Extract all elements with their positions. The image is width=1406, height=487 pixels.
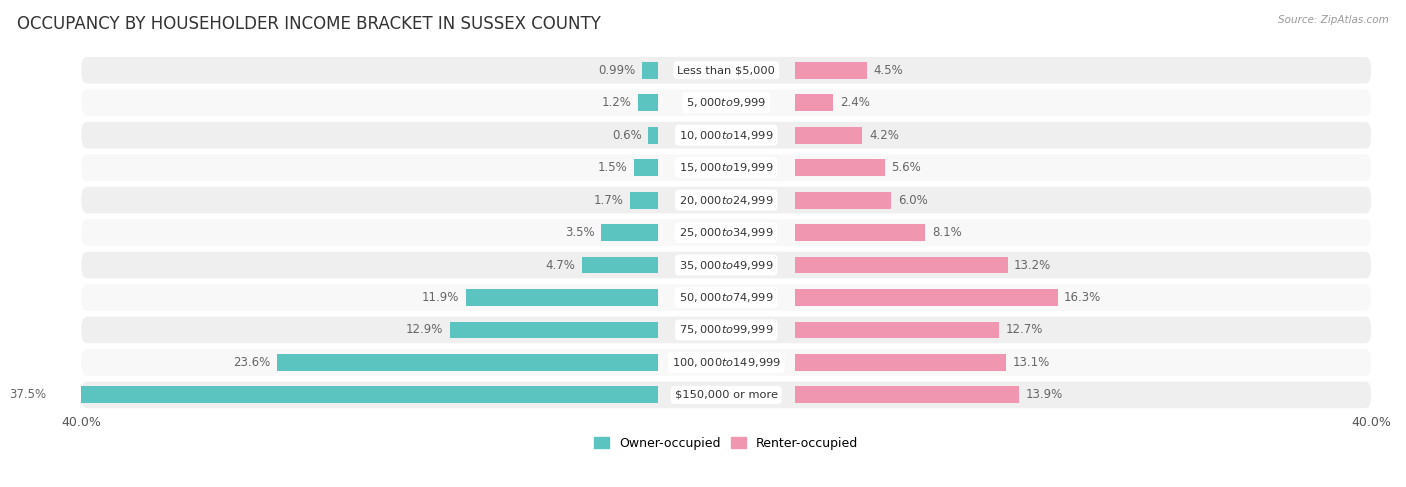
FancyBboxPatch shape [82,284,1371,311]
FancyBboxPatch shape [82,187,1371,213]
Text: $150,000 or more: $150,000 or more [675,390,778,400]
Text: 5.6%: 5.6% [891,161,921,174]
Text: 1.2%: 1.2% [602,96,631,109]
Text: 4.7%: 4.7% [546,259,575,272]
FancyBboxPatch shape [82,57,1371,83]
Text: 23.6%: 23.6% [233,356,271,369]
FancyBboxPatch shape [82,382,1371,408]
Text: 2.4%: 2.4% [839,96,870,109]
Bar [582,257,658,274]
Text: 4.2%: 4.2% [869,129,898,142]
Text: 13.2%: 13.2% [1014,259,1052,272]
FancyBboxPatch shape [82,122,1371,149]
Text: 3.5%: 3.5% [565,226,595,239]
Bar [794,354,1005,371]
Legend: Owner-occupied, Renter-occupied: Owner-occupied, Renter-occupied [589,432,863,455]
Bar [634,159,658,176]
Bar [794,224,925,241]
Text: $35,000 to $49,999: $35,000 to $49,999 [679,259,773,272]
Text: 16.3%: 16.3% [1064,291,1101,304]
Text: 4.5%: 4.5% [873,64,904,76]
Text: Less than $5,000: Less than $5,000 [678,65,775,75]
Text: 8.1%: 8.1% [932,226,962,239]
Text: $20,000 to $24,999: $20,000 to $24,999 [679,193,773,206]
FancyBboxPatch shape [82,252,1371,279]
Bar [465,289,658,306]
Bar [53,387,658,403]
Bar [602,224,658,241]
FancyBboxPatch shape [82,154,1371,181]
Bar [794,321,1000,338]
Bar [641,62,658,78]
Text: $10,000 to $14,999: $10,000 to $14,999 [679,129,773,142]
Bar [794,62,868,78]
Bar [794,387,1019,403]
Text: 12.7%: 12.7% [1005,323,1043,337]
FancyBboxPatch shape [82,219,1371,246]
Text: Source: ZipAtlas.com: Source: ZipAtlas.com [1278,15,1389,25]
Bar [794,257,1008,274]
Bar [794,289,1057,306]
Bar [794,94,834,111]
FancyBboxPatch shape [82,317,1371,343]
FancyBboxPatch shape [82,89,1371,116]
Text: 13.1%: 13.1% [1012,356,1050,369]
Text: $100,000 to $149,999: $100,000 to $149,999 [672,356,780,369]
Text: 1.7%: 1.7% [593,193,624,206]
FancyBboxPatch shape [82,349,1371,376]
Text: 12.9%: 12.9% [406,323,443,337]
Text: $15,000 to $19,999: $15,000 to $19,999 [679,161,773,174]
Text: 0.99%: 0.99% [598,64,636,76]
Bar [794,127,862,144]
Text: 0.6%: 0.6% [612,129,641,142]
Bar [648,127,658,144]
Bar [794,159,884,176]
Text: 6.0%: 6.0% [898,193,928,206]
Text: 37.5%: 37.5% [10,389,46,401]
Bar [794,192,891,208]
Text: 13.9%: 13.9% [1025,389,1063,401]
Text: 11.9%: 11.9% [422,291,460,304]
Bar [277,354,658,371]
Bar [450,321,658,338]
Text: OCCUPANCY BY HOUSEHOLDER INCOME BRACKET IN SUSSEX COUNTY: OCCUPANCY BY HOUSEHOLDER INCOME BRACKET … [17,15,600,33]
Bar [638,94,658,111]
Text: $25,000 to $34,999: $25,000 to $34,999 [679,226,773,239]
Text: 1.5%: 1.5% [598,161,627,174]
Bar [630,192,658,208]
Text: $75,000 to $99,999: $75,000 to $99,999 [679,323,773,337]
Text: $50,000 to $74,999: $50,000 to $74,999 [679,291,773,304]
Text: $5,000 to $9,999: $5,000 to $9,999 [686,96,766,109]
